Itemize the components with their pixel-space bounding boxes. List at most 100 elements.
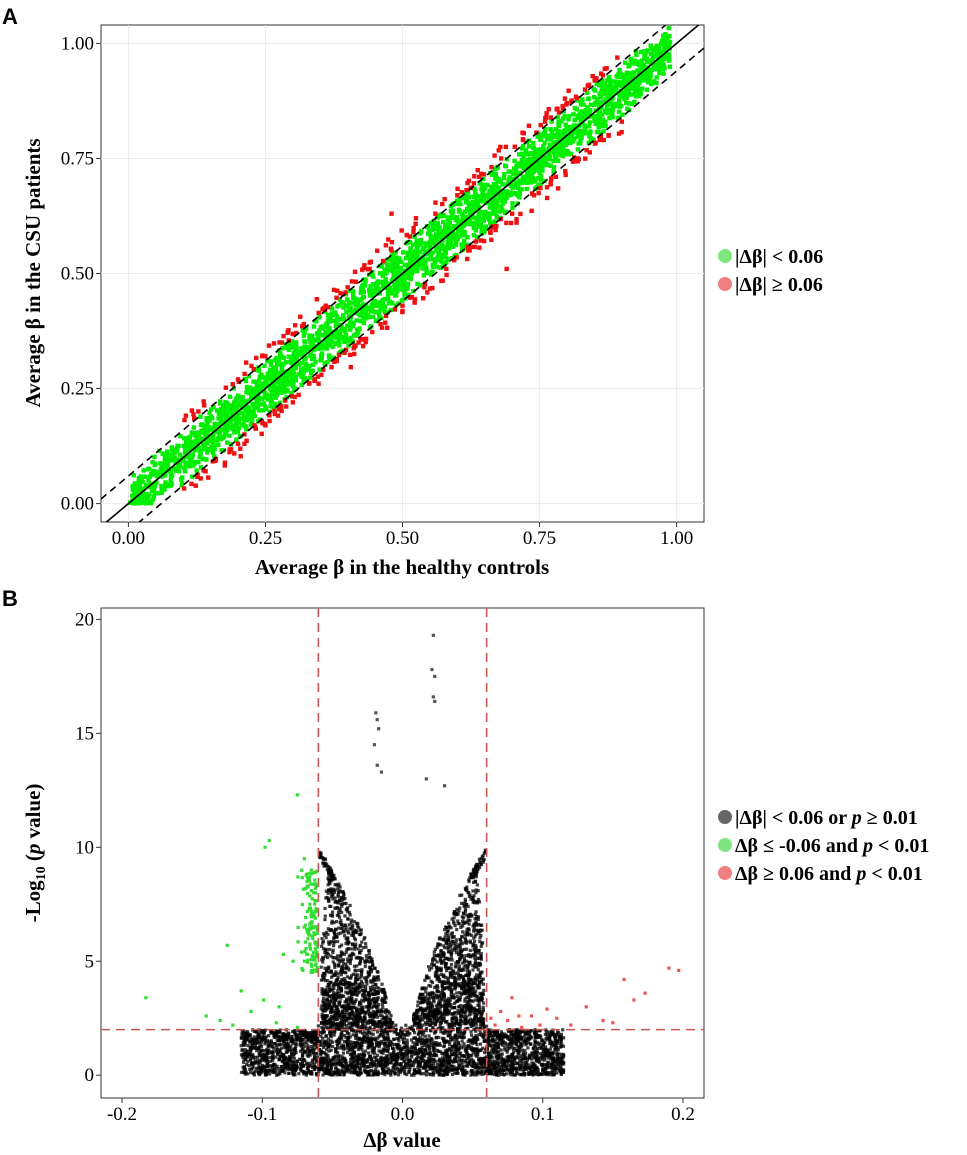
panel-b-black-point — [324, 999, 328, 1003]
panel-a-red-point — [201, 403, 207, 408]
panel-a-green-point — [378, 280, 383, 285]
panel-a-green-point — [562, 149, 568, 154]
panel-a-green-point — [418, 231, 423, 236]
panel-b-black-point — [320, 992, 324, 996]
panel-b-black-point — [444, 932, 448, 936]
panel-b-black-point — [443, 1013, 447, 1017]
panel-a-red-point — [196, 409, 201, 414]
panel-a-green-point — [322, 338, 327, 344]
panel-b-black-point — [532, 1049, 536, 1054]
panel-a-red-point — [619, 119, 624, 124]
panel-a-green-point — [534, 165, 539, 170]
panel-a-green-point — [292, 387, 297, 393]
panel-b-black-point — [463, 908, 468, 912]
panel-a-green-point — [498, 204, 503, 209]
panel-a-red-point — [336, 352, 342, 358]
panel-a-green-point — [597, 108, 602, 114]
panel-b-black-point — [328, 881, 332, 886]
panel-a-green-point — [175, 446, 180, 451]
panel-a-green-point — [187, 440, 192, 445]
panel-a-green-point — [453, 242, 459, 248]
panel-a-green-point — [423, 259, 428, 264]
panel-a-green-point — [270, 377, 275, 382]
panel-a-green-point — [655, 62, 660, 67]
panel-a-green-point — [537, 170, 542, 175]
panel-a-green-point — [572, 105, 578, 111]
panel-a-green-point — [646, 77, 651, 82]
panel-a-red-point — [183, 413, 189, 418]
panel-b-black-point — [446, 933, 450, 937]
panel-a-green-point — [385, 296, 391, 301]
panel-a-green-point — [548, 142, 553, 148]
panel-a-green-point — [377, 271, 383, 276]
panel-b-black-point — [440, 989, 444, 993]
panel-b-black-point — [538, 1056, 543, 1060]
panel-a-green-point — [220, 411, 226, 416]
panel-a-green-point — [453, 240, 459, 245]
panel-b-black-point — [445, 969, 449, 973]
panel-a-green-point — [401, 284, 407, 289]
panel-b-black-point — [447, 996, 451, 1001]
panel-b-black-point — [459, 940, 463, 944]
panel-a-red-point — [312, 378, 317, 384]
panel-a-green-point — [420, 241, 426, 246]
panel-a-red-point — [549, 176, 554, 181]
panel-a-red-point — [489, 237, 494, 242]
panel-a-green-point — [341, 313, 346, 318]
panel-a-green-point — [648, 51, 654, 57]
panel-a-x-tick-label: 0.75 — [523, 528, 556, 549]
panel-a-green-point — [473, 191, 478, 197]
panel-a-green-point — [550, 147, 556, 152]
panel-a-green-point — [240, 395, 245, 400]
panel-b-black-point — [474, 1034, 478, 1038]
panel-a-green-point — [493, 187, 498, 193]
panel-a-green-point — [186, 461, 191, 467]
panel-b-black-point — [244, 1055, 248, 1059]
panel-b-black-point — [391, 1025, 395, 1030]
panel-a-green-point — [614, 74, 619, 79]
panel-b-black-point — [325, 955, 330, 960]
panel-a-green-point — [487, 188, 493, 194]
panel-a-red-point — [296, 392, 301, 398]
panel-a-green-point — [377, 286, 382, 292]
panel-a-green-point — [445, 239, 451, 245]
panel-a-green-point — [519, 157, 525, 163]
panel-a-green-point — [344, 337, 350, 342]
panel-a-green-point — [353, 308, 358, 313]
panel-a-x-tick-label: 0.50 — [386, 528, 419, 549]
panel-a-red-point — [548, 180, 553, 186]
panel-b-black-point — [261, 1034, 265, 1038]
panel-a-green-point — [333, 329, 339, 334]
panel-b-black-point — [447, 1069, 451, 1074]
panel-a-green-point — [588, 136, 594, 141]
panel-b-black-point — [533, 1043, 537, 1048]
panel-a-red-point — [498, 144, 503, 150]
panel-a-red-point — [496, 148, 501, 153]
panel-a-green-point — [188, 443, 193, 449]
panel-a-green-point — [644, 56, 650, 62]
panel-b-black-point — [460, 1065, 464, 1070]
panel-b-black-point — [426, 1011, 430, 1015]
panel-a-red-point — [343, 347, 349, 353]
panel-a-green-point — [251, 379, 256, 384]
panel-a-green-point — [415, 281, 420, 287]
panel-b-black-point — [329, 1039, 333, 1043]
panel-a-green-point — [622, 72, 628, 78]
panel-a-green-point — [310, 362, 316, 368]
panel-b-black-point — [451, 1048, 456, 1052]
panel-a-green-point — [385, 281, 390, 287]
panel-a-green-point — [293, 362, 298, 367]
panel-b-black-point — [444, 975, 448, 979]
panel-a-red-point — [236, 379, 242, 384]
panel-a-green-point — [559, 153, 564, 158]
panel-a-red-point — [388, 246, 394, 251]
panel-a-green-point — [536, 161, 542, 167]
panel-a-red-point — [570, 159, 576, 164]
panel-a-green-point — [658, 41, 664, 47]
panel-a-green-point — [402, 262, 408, 268]
panel-b-black-point — [462, 1004, 466, 1008]
panel-a-green-point — [217, 431, 222, 436]
panel-a-red-point — [321, 367, 326, 372]
panel-a-green-point — [329, 311, 335, 316]
panel-b-black-point — [445, 1058, 450, 1063]
